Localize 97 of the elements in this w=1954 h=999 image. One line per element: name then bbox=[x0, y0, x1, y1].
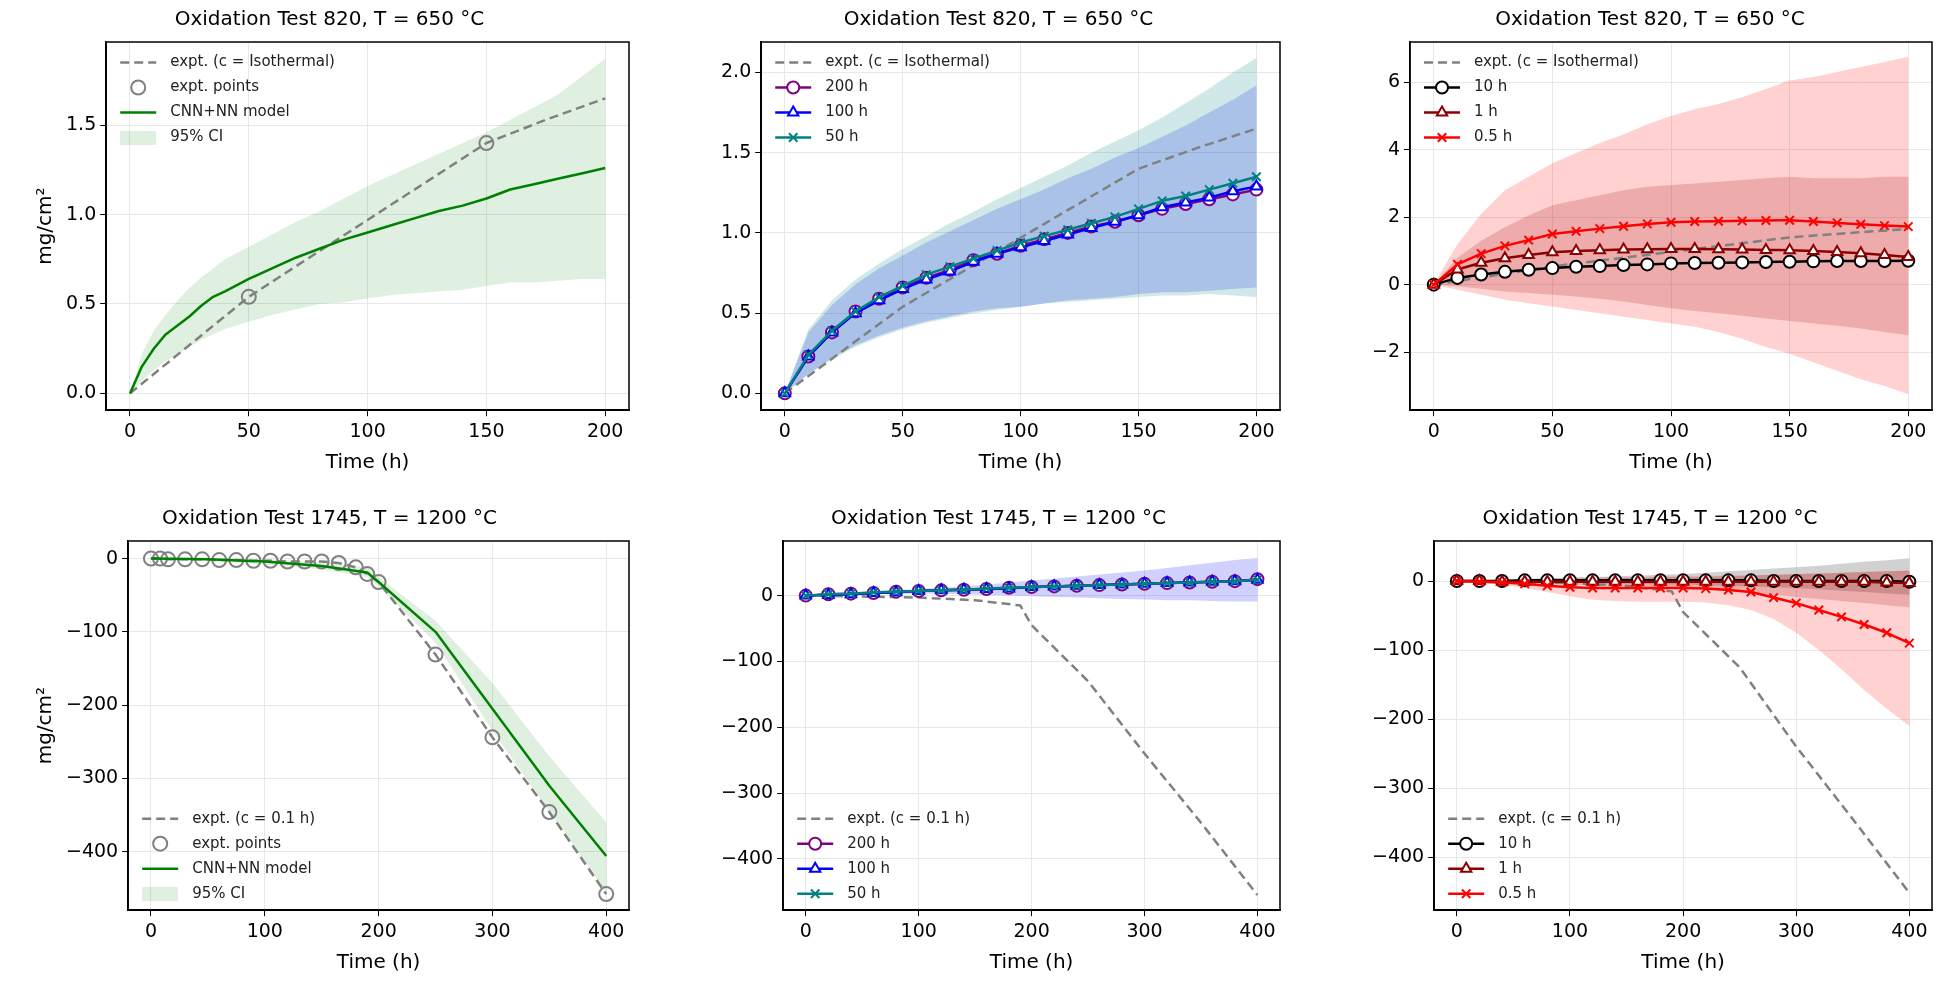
legend-label: expt. points bbox=[192, 833, 282, 852]
x-tick-label: 0 bbox=[144, 918, 157, 941]
x-tick-label: 50 bbox=[1540, 418, 1565, 441]
y-tick-label: −100 bbox=[66, 618, 119, 641]
chart-title: Oxidation Test 820, T = 650 °C bbox=[1495, 6, 1805, 31]
y-tick-label: −300 bbox=[1372, 774, 1425, 797]
x-tick-label: 100 bbox=[1551, 918, 1589, 941]
y-tick-label: 6 bbox=[1387, 69, 1401, 92]
y-tick-label: 0.5 bbox=[721, 300, 752, 323]
y-tick-label: 0 bbox=[106, 545, 119, 568]
chart-title: Oxidation Test 1745, T = 1200 °C bbox=[161, 505, 498, 530]
legend-label: 10 h bbox=[1498, 833, 1532, 852]
x-tick-label: 400 bbox=[1239, 918, 1276, 941]
legend-label: CNN+NN model bbox=[192, 858, 312, 877]
x-axis-title: Time (h) bbox=[335, 949, 421, 974]
y-tick-label: 1.5 bbox=[721, 139, 752, 162]
x-tick-label: 200 bbox=[1664, 918, 1702, 941]
y-tick-label: 1.5 bbox=[66, 112, 97, 135]
y-tick-label: 0.0 bbox=[66, 380, 97, 403]
x-tick-label: 100 bbox=[349, 418, 386, 441]
x-tick-label: 400 bbox=[1891, 918, 1928, 941]
y-tick-label: −100 bbox=[721, 648, 774, 671]
x-tick-label: 400 bbox=[588, 918, 625, 941]
y-tick-label: 0.5 bbox=[66, 290, 97, 313]
y-tick-label: −200 bbox=[66, 692, 119, 715]
x-tick-label: 200 bbox=[587, 418, 624, 441]
legend-label: expt. (c = 0.1 h) bbox=[847, 808, 971, 827]
x-axis-title: Time (h) bbox=[1628, 449, 1713, 474]
chart-title: Oxidation Test 820, T = 650 °C bbox=[174, 6, 485, 31]
x-tick-label: 100 bbox=[1002, 418, 1039, 441]
y-tick-label: −200 bbox=[1372, 705, 1425, 728]
annotation: 95% CI bbox=[170, 127, 224, 146]
legend-label: 100 h bbox=[847, 858, 891, 877]
legend-label: expt. (c = Isothermal) bbox=[1474, 52, 1639, 71]
x-tick-label: 0 bbox=[778, 418, 791, 441]
y-axis-title: mg/cm² bbox=[32, 187, 57, 265]
x-tick-label: 200 bbox=[1238, 418, 1275, 441]
legend-label: expt. (c = 0.1 h) bbox=[1498, 808, 1622, 827]
y-tick-label: −200 bbox=[721, 714, 774, 737]
legend-label: 1 h bbox=[1498, 858, 1523, 877]
legend-label: 0.5 h bbox=[1498, 883, 1537, 902]
legend-label: 200 h bbox=[825, 77, 869, 96]
annotation: 95% CI bbox=[192, 883, 246, 902]
x-tick-label: 50 bbox=[236, 418, 261, 441]
x-tick-label: 300 bbox=[1126, 918, 1163, 941]
y-tick-label: −300 bbox=[721, 779, 774, 802]
x-tick-label: 0 bbox=[1450, 918, 1463, 941]
y-tick-label: 0.0 bbox=[721, 380, 752, 403]
y-tick-label: 1.0 bbox=[721, 219, 752, 242]
legend-label: 10 h bbox=[1474, 77, 1508, 96]
legend-label: expt. points bbox=[170, 77, 260, 96]
y-tick-label: 0 bbox=[1412, 567, 1425, 590]
y-tick-label: 1.0 bbox=[66, 201, 97, 224]
y-tick-label: −400 bbox=[721, 845, 774, 868]
y-tick-label: −400 bbox=[66, 838, 119, 861]
x-axis-title: Time (h) bbox=[977, 449, 1063, 474]
y-tick-label: −300 bbox=[66, 765, 119, 788]
legend-label: expt. (c = Isothermal) bbox=[170, 52, 335, 71]
y-tick-label: 0 bbox=[761, 582, 774, 605]
x-tick-label: 50 bbox=[890, 418, 915, 441]
x-tick-label: 200 bbox=[1013, 918, 1050, 941]
x-axis-title: Time (h) bbox=[1640, 949, 1725, 974]
legend-label: 200 h bbox=[847, 833, 891, 852]
chart-title: Oxidation Test 1745, T = 1200 °C bbox=[830, 505, 1167, 530]
legend-label: 0.5 h bbox=[1474, 127, 1513, 146]
chart-title: Oxidation Test 1745, T = 1200 °C bbox=[1482, 505, 1818, 530]
chart-title: Oxidation Test 820, T = 650 °C bbox=[843, 6, 1154, 31]
x-tick-label: 100 bbox=[1652, 418, 1690, 441]
legend-label: expt. (c = 0.1 h) bbox=[192, 808, 316, 827]
x-tick-label: 300 bbox=[474, 918, 511, 941]
legend-label: 50 h bbox=[847, 883, 881, 902]
y-tick-label: −400 bbox=[1372, 844, 1425, 866]
legend-label: expt. (c = Isothermal) bbox=[825, 52, 990, 71]
x-axis-title: Time (h) bbox=[324, 449, 410, 474]
y-tick-label: 0 bbox=[1387, 271, 1401, 294]
x-tick-label: 300 bbox=[1778, 918, 1815, 941]
x-tick-label: 100 bbox=[900, 918, 937, 941]
x-tick-label: 200 bbox=[1890, 418, 1927, 441]
x-tick-label: 150 bbox=[468, 418, 505, 441]
y-tick-label: −2 bbox=[1371, 339, 1401, 362]
x-tick-label: 0 bbox=[123, 418, 137, 441]
legend-label: 50 h bbox=[825, 127, 859, 146]
legend-label: 100 h bbox=[825, 102, 869, 121]
legend-label: 1 h bbox=[1474, 102, 1498, 121]
x-axis-title: Time (h) bbox=[988, 949, 1074, 974]
x-tick-label: 200 bbox=[360, 918, 397, 941]
x-tick-label: 100 bbox=[246, 918, 283, 941]
y-tick-label: 2.0 bbox=[721, 59, 752, 82]
x-tick-label: 0 bbox=[799, 918, 812, 941]
x-tick-label: 150 bbox=[1771, 418, 1808, 441]
y-tick-label: −100 bbox=[1372, 636, 1425, 659]
y-axis-title: mg/cm² bbox=[32, 686, 57, 765]
x-tick-label: 150 bbox=[1120, 418, 1157, 441]
x-tick-label: 0 bbox=[1427, 418, 1440, 441]
y-tick-label: 2 bbox=[1387, 204, 1401, 227]
y-tick-label: 4 bbox=[1387, 136, 1401, 159]
legend-label: CNN+NN model bbox=[170, 102, 290, 121]
